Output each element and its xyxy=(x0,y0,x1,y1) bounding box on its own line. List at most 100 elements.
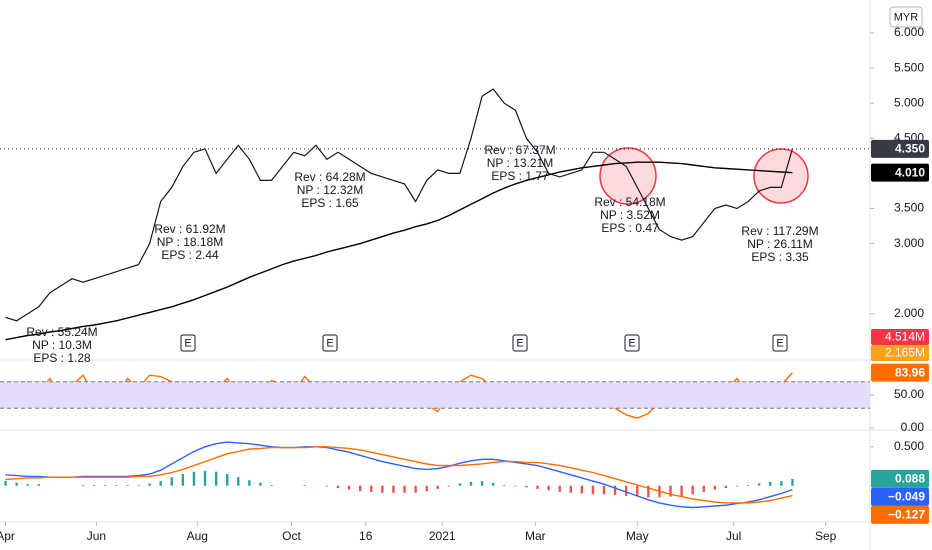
histogram-bar xyxy=(270,484,273,486)
histogram-bar xyxy=(414,485,417,493)
histogram-bar xyxy=(647,485,650,498)
histogram-bar xyxy=(791,478,794,486)
y-tick-label: 50.00 xyxy=(894,387,924,401)
annotation: Rev : 61.92M xyxy=(154,222,225,236)
x-tick-label: Apr xyxy=(0,529,15,543)
annotation: Rev : 54.18M xyxy=(594,195,665,209)
histogram-bar xyxy=(769,481,772,486)
histogram-bar xyxy=(591,485,595,495)
value-tag xyxy=(871,505,929,524)
histogram-bar xyxy=(580,485,584,494)
annotation: Rev : 64.28M xyxy=(294,170,365,184)
x-tick-label: Jul xyxy=(726,529,741,543)
histogram-bar xyxy=(26,484,29,486)
histogram-bar xyxy=(624,485,628,496)
annotation: NP : 10.3M xyxy=(32,338,92,352)
histogram-bar xyxy=(81,484,85,486)
annotation: NP : 3.52M xyxy=(600,208,660,222)
price-tag xyxy=(871,139,929,158)
value-tag-text: 83.96 xyxy=(895,365,925,379)
histogram-bar xyxy=(558,485,561,492)
histogram-bar xyxy=(691,485,694,495)
series-line xyxy=(5,446,793,504)
volume-tag xyxy=(871,345,929,361)
histogram-bar xyxy=(358,485,362,492)
earnings-marker-text: E xyxy=(776,337,783,349)
histogram-bar xyxy=(104,484,107,486)
rsi-band xyxy=(0,381,870,409)
x-tick-label: Jun xyxy=(87,529,106,543)
histogram-bar xyxy=(547,485,550,491)
histogram-bar xyxy=(214,471,218,486)
currency-badge[interactable] xyxy=(889,6,923,28)
histogram-bar xyxy=(303,484,306,486)
series-line xyxy=(5,161,793,341)
histogram-bar xyxy=(491,482,495,486)
histogram-bar xyxy=(503,484,506,486)
histogram-bar xyxy=(480,481,484,486)
histogram-bar xyxy=(259,482,262,486)
histogram-bar xyxy=(458,483,462,486)
value-tag xyxy=(871,487,929,506)
currency: MYR xyxy=(894,11,919,23)
histogram-bar xyxy=(192,471,196,486)
histogram-bar xyxy=(425,485,428,492)
histogram-bar xyxy=(159,481,162,486)
volume-tag-text: 4.514M xyxy=(885,330,925,344)
value-tag-text: −0.127 xyxy=(888,508,925,522)
x-tick-label: 2021 xyxy=(429,529,456,543)
annotation: Rev : 117.29M xyxy=(741,224,818,238)
y-tick-label: 5.500 xyxy=(894,60,924,74)
histogram-bar xyxy=(713,485,717,490)
annotation: NP : 13.21M xyxy=(487,156,553,170)
histogram-bar xyxy=(248,480,251,486)
highlight-circle xyxy=(753,148,809,204)
histogram-bar xyxy=(780,481,783,486)
histogram-bar xyxy=(403,485,406,493)
earnings-marker-text: E xyxy=(516,337,523,349)
earnings-marker-text: E xyxy=(184,337,191,349)
annotation: EPS : 1.65 xyxy=(301,196,359,210)
y-tick-label: 6.000 xyxy=(894,25,924,39)
price-tag xyxy=(871,163,929,182)
annotation: EPS : 1.28 xyxy=(33,351,91,365)
series-line xyxy=(5,441,793,509)
earnings-marker xyxy=(180,334,196,352)
histogram-bar xyxy=(347,485,351,490)
histogram-bar xyxy=(724,485,728,489)
histogram-bar xyxy=(181,474,185,486)
earnings-marker xyxy=(322,334,338,352)
annotation: NP : 12.32M xyxy=(297,183,363,197)
histogram-bar xyxy=(636,485,639,497)
y-tick-label: 3.500 xyxy=(894,201,924,215)
earnings-marker-text: E xyxy=(628,337,635,349)
y-tick-label: 0.00 xyxy=(901,420,925,434)
histogram-bar xyxy=(37,484,40,486)
histogram-bar xyxy=(680,485,683,496)
histogram-bar xyxy=(436,485,439,489)
value-tag-text: −0.049 xyxy=(888,490,925,504)
histogram-bar xyxy=(702,485,705,492)
annotation: EPS : 2.44 xyxy=(161,248,219,262)
histogram-bar xyxy=(392,485,395,493)
histogram-bar xyxy=(137,484,140,486)
annotation: EPS : 3.35 xyxy=(751,250,809,264)
histogram-bar xyxy=(602,485,606,495)
price-tag-text: 4.350 xyxy=(895,141,925,155)
histogram-bar xyxy=(370,485,373,492)
value-tag-text: 0.088 xyxy=(895,472,925,486)
series-line xyxy=(5,88,793,322)
histogram-bar xyxy=(381,485,384,493)
value-tag xyxy=(871,363,929,382)
annotation: Rev : 55.24M xyxy=(26,325,97,339)
earnings-marker xyxy=(512,334,528,352)
y-tick-label: 0.500 xyxy=(894,439,924,453)
x-tick-label: Oct xyxy=(282,529,301,543)
histogram-bar xyxy=(469,481,473,486)
annotation: EPS : 1.77 xyxy=(491,169,549,183)
histogram-bar xyxy=(536,485,539,489)
y-tick-label: 3.000 xyxy=(894,236,924,250)
